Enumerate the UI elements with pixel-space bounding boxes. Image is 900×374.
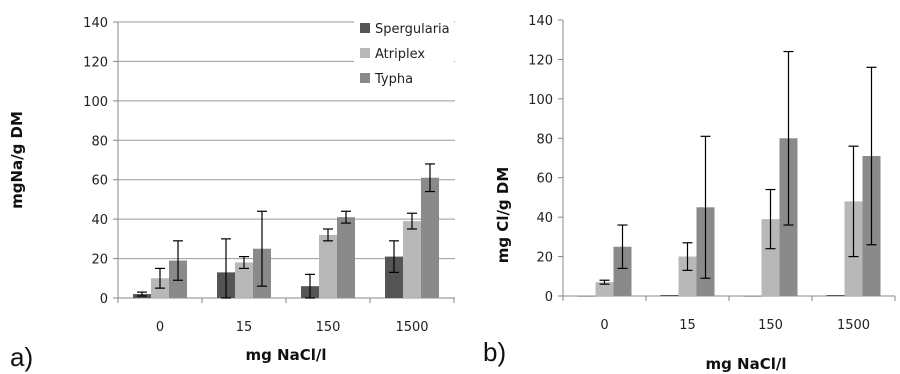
panel-a-legend-swatch bbox=[360, 48, 370, 58]
panel-b-x-tick-label: 1500 bbox=[837, 318, 870, 333]
panel-b-label: b) bbox=[483, 337, 506, 367]
panel-b-x-tick-label: 15 bbox=[679, 318, 696, 333]
panel-a-y-tick-label: 140 bbox=[83, 16, 108, 31]
panel-a-y-tick-label: 80 bbox=[91, 134, 108, 149]
panel-b-bar bbox=[613, 246, 632, 296]
panel-a-bar bbox=[421, 177, 439, 298]
panel-b-y-tick-label: 100 bbox=[528, 93, 553, 108]
panel-a-bar bbox=[337, 217, 355, 298]
panel-a-legend-box bbox=[354, 18, 454, 100]
panel-b-x-axis-title: mg NaCl/l bbox=[705, 355, 786, 373]
panel-a-bar bbox=[319, 234, 337, 298]
panel-a-legend-swatch bbox=[360, 23, 370, 33]
panel-b-bar bbox=[826, 295, 845, 296]
panel-a-y-tick-label: 20 bbox=[91, 253, 108, 268]
panel-a-y-tick-label: 0 bbox=[100, 292, 108, 307]
panel-a-legend-label: Spergularia bbox=[375, 22, 450, 37]
panel-b-bar bbox=[743, 296, 762, 297]
panel-b-y-tick-label: 40 bbox=[536, 211, 553, 226]
panel-a-y-tick-label: 120 bbox=[83, 55, 108, 70]
panel-b-bar bbox=[660, 295, 679, 296]
panel-b-y-tick-label: 140 bbox=[528, 14, 553, 29]
panel-a-y-tick-label: 60 bbox=[91, 174, 108, 189]
panel-b-y-tick-label: 60 bbox=[536, 172, 553, 187]
panel-a-x-tick-label: 150 bbox=[316, 320, 341, 335]
panel-b-bar bbox=[595, 282, 614, 296]
panel-a-x-tick-label: 15 bbox=[236, 320, 253, 335]
panel-b-y-tick-label: 0 bbox=[545, 290, 553, 305]
panel-b-y-tick-label: 20 bbox=[536, 251, 553, 266]
panel-b-x-tick-label: 0 bbox=[600, 318, 608, 333]
panel-a-label: a) bbox=[10, 342, 33, 372]
panel-b-bar bbox=[761, 219, 780, 296]
panel-a-y-tick-label: 100 bbox=[83, 95, 108, 110]
panel-a-legend-swatch bbox=[360, 73, 370, 83]
panel-b-x-tick-label: 150 bbox=[758, 318, 783, 333]
panel-a-x-tick-label: 1500 bbox=[395, 320, 428, 335]
panel-a-bar bbox=[235, 262, 253, 298]
panel-b-y-axis-title: mg Cl/g DM bbox=[494, 167, 512, 264]
panel-a-bar bbox=[385, 256, 403, 298]
panel-b-y-tick-label: 80 bbox=[536, 132, 553, 147]
panel-b-y-tick-label: 120 bbox=[528, 53, 553, 68]
panel-a-y-tick-label: 40 bbox=[91, 213, 108, 228]
panel-a-x-axis-title: mg NaCl/l bbox=[245, 346, 326, 364]
panel-a-x-tick-label: 0 bbox=[156, 320, 164, 335]
panel-a-y-axis-title: mgNa/g DM bbox=[8, 111, 26, 209]
panel-a-bar bbox=[403, 221, 421, 298]
panel-a-legend-label: Typha bbox=[374, 72, 413, 87]
panel-b-bar bbox=[577, 296, 596, 297]
panel-b-bar bbox=[678, 256, 697, 296]
panel-a-legend-label: Atriplex bbox=[375, 47, 425, 62]
